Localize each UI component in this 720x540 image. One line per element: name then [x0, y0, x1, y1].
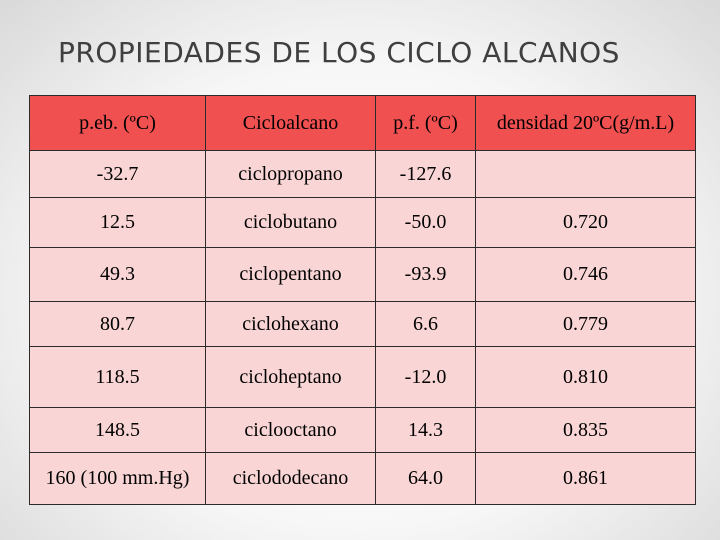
cycloalkane-name-cell: ciclooctano: [205, 407, 376, 453]
melting-point-cell: 64.0: [375, 452, 476, 505]
boiling-point-cell: 49.3: [29, 247, 206, 302]
cycloalkane-properties-table: p.eb. (ºC) Cicloalcano p.f. (ºC) densida…: [29, 95, 696, 505]
density-cell: [475, 150, 696, 198]
cycloalkane-name-cell: cicloheptano: [205, 346, 376, 408]
table-row: 118.5 cicloheptano -12.0 0.810: [29, 346, 696, 408]
cycloalkane-name-cell: ciclopentano: [205, 247, 376, 302]
header-cycloalkane: Cicloalcano: [205, 95, 376, 151]
density-cell: 0.720: [475, 197, 696, 248]
melting-point-cell: -50.0: [375, 197, 476, 248]
boiling-point-cell: 118.5: [29, 346, 206, 408]
melting-point-cell: 14.3: [375, 407, 476, 453]
density-cell: 0.746: [475, 247, 696, 302]
melting-point-cell: -93.9: [375, 247, 476, 302]
cycloalkane-name-cell: ciclopropano: [205, 150, 376, 198]
density-cell: 0.779: [475, 301, 696, 347]
boiling-point-cell: 148.5: [29, 407, 206, 453]
cycloalkane-name-cell: ciclobutano: [205, 197, 376, 248]
header-boiling-point: p.eb. (ºC): [29, 95, 206, 151]
table-header-row: p.eb. (ºC) Cicloalcano p.f. (ºC) densida…: [29, 95, 696, 151]
table-row: 49.3 ciclopentano -93.9 0.746: [29, 247, 696, 302]
boiling-point-cell: -32.7: [29, 150, 206, 198]
table-row: -32.7 ciclopropano -127.6: [29, 150, 696, 198]
boiling-point-cell: 160 (100 mm.Hg): [29, 452, 206, 505]
cycloalkane-name-cell: ciclohexano: [205, 301, 376, 347]
density-cell: 0.835: [475, 407, 696, 453]
table-row: 12.5 ciclobutano -50.0 0.720: [29, 197, 696, 248]
cycloalkane-name-cell: ciclododecano: [205, 452, 376, 505]
density-cell: 0.810: [475, 346, 696, 408]
density-cell: 0.861: [475, 452, 696, 505]
melting-point-cell: 6.6: [375, 301, 476, 347]
melting-point-cell: -12.0: [375, 346, 476, 408]
header-melting-point: p.f. (ºC): [375, 95, 476, 151]
melting-point-cell: -127.6: [375, 150, 476, 198]
boiling-point-cell: 80.7: [29, 301, 206, 347]
table-row: 160 (100 mm.Hg) ciclododecano 64.0 0.861: [29, 452, 696, 505]
table-row: 80.7 ciclohexano 6.6 0.779: [29, 301, 696, 347]
boiling-point-cell: 12.5: [29, 197, 206, 248]
table-row: 148.5 ciclooctano 14.3 0.835: [29, 407, 696, 453]
header-density: densidad 20ºC(g/m.L): [475, 95, 696, 151]
slide-title: PROPIEDADES DE LOS CICLO ALCANOS: [58, 36, 620, 69]
